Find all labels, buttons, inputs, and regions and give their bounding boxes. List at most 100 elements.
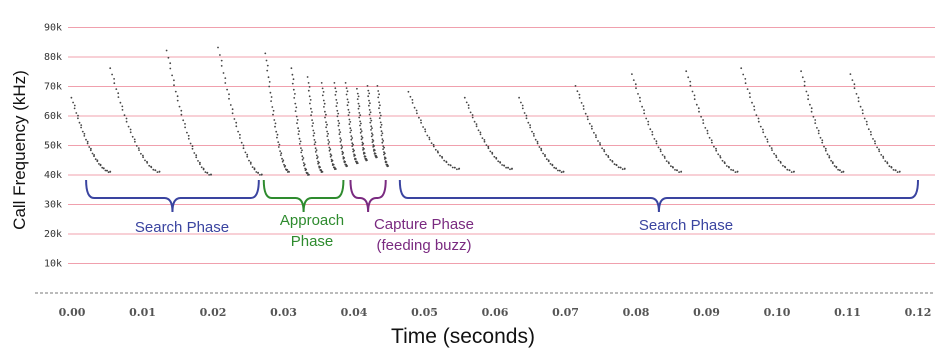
call-point (580, 102, 583, 104)
call-point (523, 112, 526, 114)
call-point (368, 99, 370, 102)
call-trace (407, 90, 461, 171)
call-point (553, 166, 556, 169)
call-trace (306, 76, 324, 174)
call-point (467, 104, 470, 107)
call-point (824, 149, 827, 152)
call-point (536, 140, 539, 143)
call-point (148, 164, 151, 167)
call-point (803, 80, 806, 83)
call-point (176, 99, 179, 102)
call-point (274, 125, 276, 128)
call-point (595, 134, 597, 137)
call-point (323, 106, 325, 108)
call-point (182, 119, 185, 122)
call-point (302, 162, 305, 164)
call-point (291, 73, 294, 76)
call-point (325, 113, 327, 116)
call-point (329, 148, 332, 151)
call-point (495, 157, 498, 160)
call-point (381, 141, 384, 144)
call-point (749, 96, 751, 98)
call-point (518, 96, 520, 99)
call-point (239, 137, 241, 139)
call-point (324, 110, 326, 113)
call-point (413, 106, 416, 109)
call-point (473, 120, 476, 123)
call-point (191, 145, 194, 148)
call-point (529, 126, 532, 129)
call-point (358, 112, 361, 114)
call-point (80, 126, 82, 129)
call-point (299, 140, 302, 143)
call-point (208, 174, 211, 176)
call-point (821, 141, 824, 144)
call-point (348, 118, 351, 121)
call-point (86, 142, 89, 145)
call-point (493, 155, 496, 158)
call-point (555, 167, 557, 170)
call-point (316, 157, 318, 160)
call-point (884, 160, 887, 163)
call-point (805, 90, 808, 93)
call-point (607, 156, 610, 159)
call-point (351, 137, 354, 139)
call-point (381, 132, 384, 135)
call-point (874, 140, 876, 143)
call-point (347, 114, 350, 116)
call-point (231, 112, 234, 115)
x-axis-title: Time (seconds) (391, 325, 535, 348)
call-point (643, 112, 646, 115)
call-point (322, 91, 325, 93)
call-point (297, 127, 299, 130)
call-point (611, 160, 614, 163)
call-point (184, 126, 187, 129)
call-point (782, 164, 784, 167)
call-point (307, 89, 310, 92)
call-point (320, 82, 323, 84)
call-point (370, 125, 373, 128)
call-point (235, 121, 238, 124)
call-point (334, 167, 336, 170)
call-point (725, 165, 728, 167)
call-point (672, 166, 674, 169)
call-trace (518, 96, 565, 174)
call-point (276, 136, 278, 139)
call-point (297, 133, 300, 136)
call-point (380, 130, 383, 133)
x-tick-label: 0.07 (552, 306, 579, 319)
call-point (169, 67, 172, 70)
call-point (853, 87, 856, 90)
call-point (742, 73, 745, 76)
call-point (117, 96, 120, 98)
call-point (475, 123, 478, 125)
call-point (239, 133, 241, 136)
call-point (655, 142, 658, 145)
call-point (296, 122, 298, 125)
call-point (534, 138, 537, 141)
call-point (189, 142, 192, 145)
call-point (532, 132, 535, 135)
y-tick-label: 60k (44, 111, 62, 122)
call-point (751, 101, 753, 104)
call-point (199, 163, 201, 166)
call-point (90, 147, 92, 150)
call-point (314, 147, 317, 150)
call-point (775, 154, 777, 157)
call-point (698, 110, 700, 113)
call-point (424, 130, 427, 133)
call-point (586, 115, 589, 118)
call-point (113, 78, 115, 80)
call-point (715, 147, 717, 150)
call-point (779, 162, 782, 164)
call-point (755, 114, 758, 117)
call-point (851, 79, 854, 81)
call-point (165, 49, 168, 52)
call-point (366, 85, 369, 87)
call-point (360, 122, 362, 125)
call-point (359, 114, 362, 117)
call-point (378, 117, 381, 119)
call-point (283, 165, 286, 168)
capture-phase-label-line1: Capture Phase (374, 216, 474, 233)
call-point (359, 128, 362, 131)
